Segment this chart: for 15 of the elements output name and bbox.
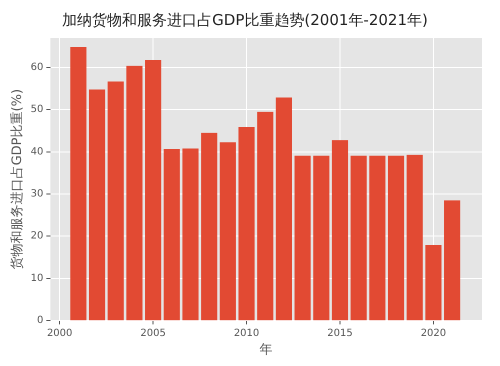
- x-tick-label: 2010: [234, 328, 260, 339]
- x-tick-label: 2015: [327, 328, 353, 339]
- chart-title: 加纳货物和服务进口占GDP比重趋势(2001年-2021年): [62, 10, 428, 29]
- y-tick-label: 60: [30, 62, 44, 74]
- y-tick-label: 20: [30, 230, 44, 242]
- y-tick-label: 50: [30, 104, 44, 116]
- y-axis-title: 货物和服务进口占GDP比重(%): [10, 88, 26, 270]
- y-tick-label: 10: [30, 272, 44, 284]
- y-tick-label: 40: [30, 146, 44, 158]
- x-axis-title: 年: [260, 342, 273, 358]
- y-tick-label: 0: [36, 314, 44, 326]
- y-tick-label: 30: [30, 188, 44, 200]
- x-tick-label: 2005: [140, 328, 166, 339]
- x-tick-label: 2000: [46, 328, 72, 339]
- x-tick-label: 2020: [420, 328, 446, 339]
